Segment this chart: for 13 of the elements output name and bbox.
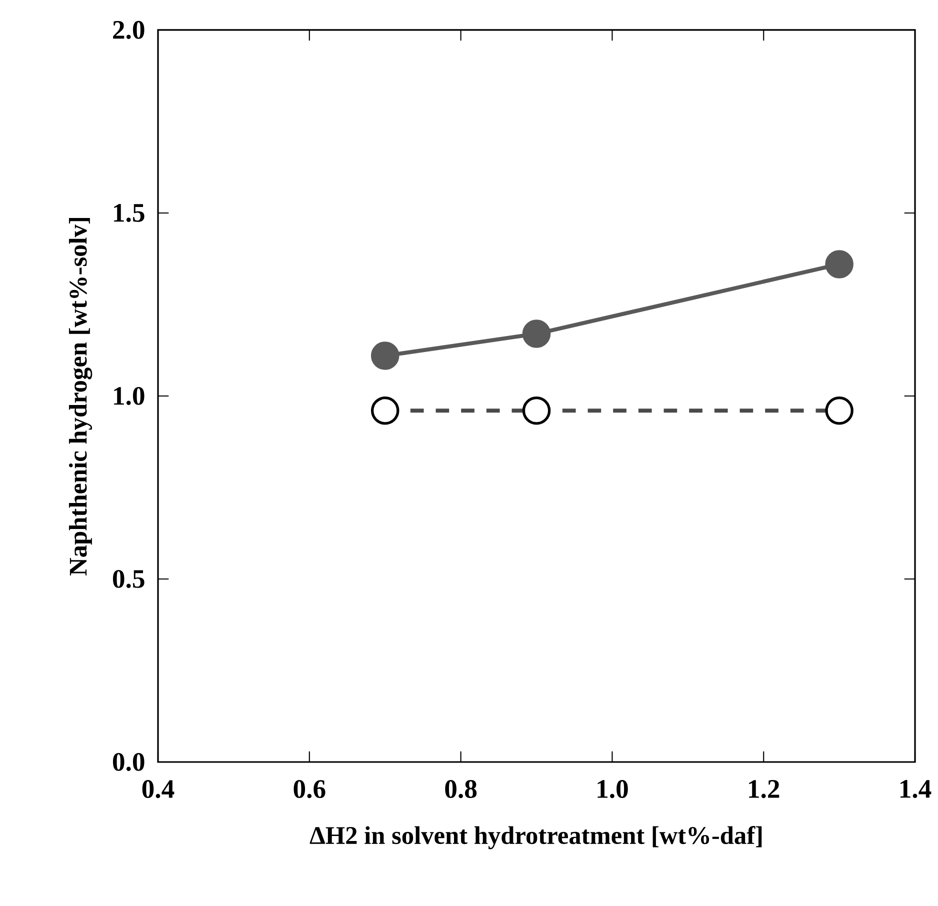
x-tick-label: 1.0	[598, 780, 628, 798]
x-tick-label: 0.4	[142, 780, 174, 798]
y-tick-label: 1.0	[114, 386, 144, 406]
x-tick-label: 1.4	[900, 780, 932, 798]
x-tick-label: 0.6	[294, 780, 326, 798]
y-tick-label: 1.5	[114, 204, 144, 222]
y-axis-title: Naphthenic hydrogen [wt%-solv]	[68, 218, 92, 576]
x-tick-label: 0.8	[445, 780, 477, 798]
x-tick-label: 1.2	[749, 780, 780, 798]
y-tick-label: 0.0	[112, 752, 144, 772]
y-tick-label: 2.0	[113, 20, 144, 40]
y-tick-label: 0.5	[112, 570, 144, 588]
x-axis-title: ΔH2 in solvent hydrotreatment [wt%-daf]	[310, 826, 762, 850]
